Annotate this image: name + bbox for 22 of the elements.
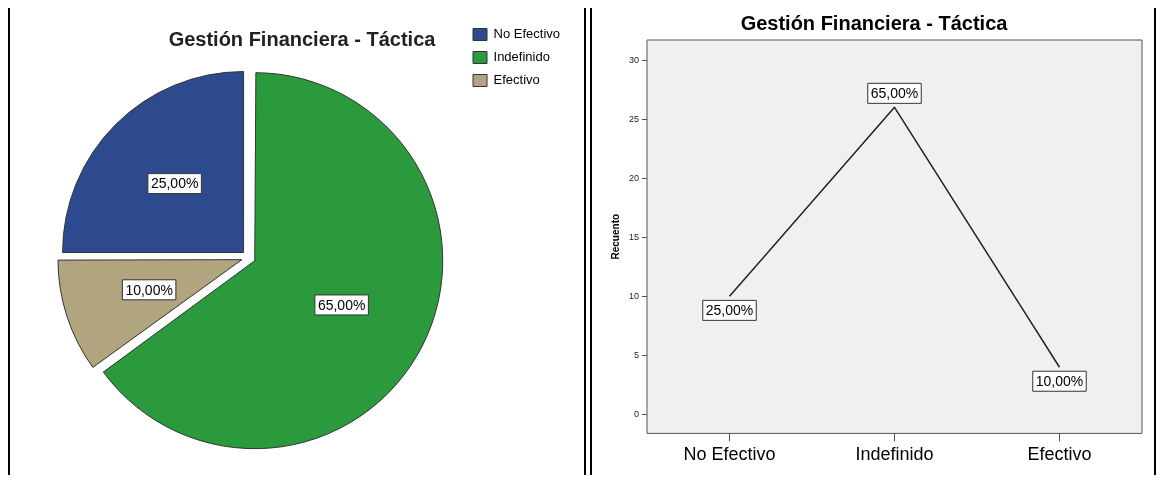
annotation: 65,00% xyxy=(870,85,919,102)
y-tick-label: 5 xyxy=(634,349,640,360)
y-tick-label: 0 xyxy=(634,408,640,419)
y-tick-label: 30 xyxy=(629,54,640,65)
data-label: 10,00% xyxy=(125,281,173,298)
x-tick-label: Indefinido xyxy=(855,444,934,465)
legend-label: No Efectivo xyxy=(493,26,561,42)
y-tick-label: 25 xyxy=(629,113,640,124)
y-tick-label: 10 xyxy=(629,290,640,301)
legend-label: Efectivo xyxy=(493,72,540,88)
y-axis-title: Recuento xyxy=(609,213,621,260)
y-tick-label: 15 xyxy=(629,231,640,242)
legend-label: Indefinido xyxy=(493,49,550,65)
data-label: 65,00% xyxy=(317,296,366,313)
data-label: 25,00% xyxy=(150,175,199,192)
annotation: 25,00% xyxy=(705,302,754,319)
chart-title: Gestión Financiera - Táctica xyxy=(168,27,437,50)
annotation: 10,00% xyxy=(1035,373,1084,390)
x-tick-label: Efectivo xyxy=(1027,444,1092,465)
x-tick-label: No Efectivo xyxy=(683,444,776,465)
y-tick-label: 20 xyxy=(629,172,640,183)
chart-title: Gestión Financiera - Táctica xyxy=(740,11,1009,34)
